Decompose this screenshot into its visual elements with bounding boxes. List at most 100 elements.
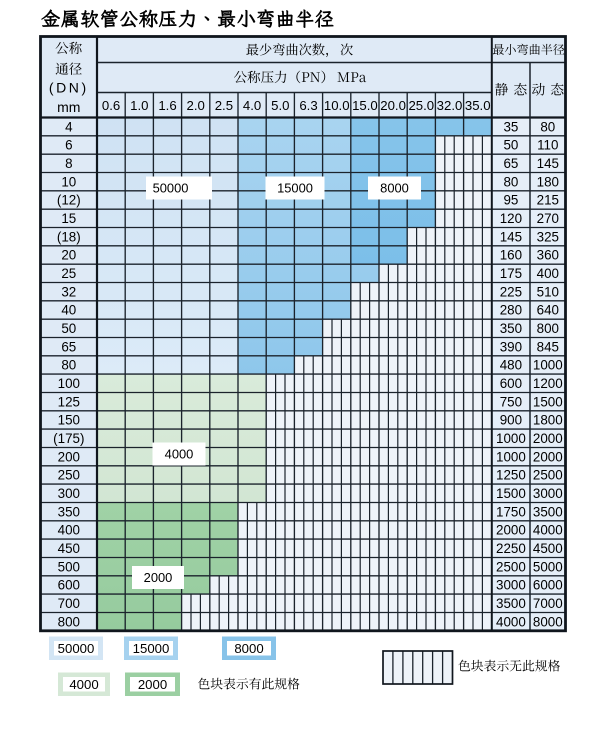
svg-text:120: 120 <box>500 211 522 226</box>
svg-text:900: 900 <box>500 413 522 428</box>
svg-text:6000: 6000 <box>533 578 563 593</box>
svg-text:2000: 2000 <box>533 449 563 464</box>
svg-text:1800: 1800 <box>533 413 563 428</box>
svg-text:50: 50 <box>61 321 76 336</box>
svg-text:6.3: 6.3 <box>299 98 317 113</box>
svg-text:7000: 7000 <box>533 596 563 611</box>
svg-text:600: 600 <box>58 578 80 593</box>
svg-text:4: 4 <box>65 119 73 134</box>
svg-text:(DN): (DN) <box>49 80 89 96</box>
svg-text:65: 65 <box>503 156 518 171</box>
svg-text:250: 250 <box>58 468 80 483</box>
svg-text:4000: 4000 <box>496 614 526 629</box>
svg-text:0.6: 0.6 <box>102 98 120 113</box>
svg-text:3500: 3500 <box>496 596 526 611</box>
svg-text:2000: 2000 <box>138 677 167 692</box>
svg-text:25: 25 <box>61 266 76 281</box>
svg-text:8000: 8000 <box>380 181 409 196</box>
svg-text:2250: 2250 <box>496 541 526 556</box>
svg-text:5.0: 5.0 <box>271 98 289 113</box>
svg-text:145: 145 <box>537 156 559 171</box>
svg-text:180: 180 <box>537 174 559 189</box>
svg-text:50000: 50000 <box>58 641 95 656</box>
svg-text:2000: 2000 <box>496 523 526 538</box>
svg-text:400: 400 <box>58 523 80 538</box>
svg-text:40: 40 <box>61 303 76 318</box>
svg-text:800: 800 <box>58 614 80 629</box>
svg-text:450: 450 <box>58 541 80 556</box>
svg-text:845: 845 <box>537 339 559 354</box>
svg-text:80: 80 <box>503 174 518 189</box>
svg-text:175: 175 <box>500 266 522 281</box>
svg-text:215: 215 <box>537 193 559 208</box>
svg-text:2000: 2000 <box>533 431 563 446</box>
svg-text:1250: 1250 <box>496 468 526 483</box>
svg-text:750: 750 <box>500 394 522 409</box>
svg-text:80: 80 <box>61 358 76 373</box>
svg-text:8000: 8000 <box>234 641 263 656</box>
svg-text:5000: 5000 <box>533 559 563 574</box>
svg-text:2.5: 2.5 <box>215 98 233 113</box>
svg-text:(175): (175) <box>53 431 84 446</box>
svg-text:600: 600 <box>500 376 522 391</box>
svg-text:2.0: 2.0 <box>187 98 205 113</box>
svg-text:500: 500 <box>58 559 80 574</box>
svg-text:100: 100 <box>58 376 80 391</box>
svg-text:400: 400 <box>537 266 559 281</box>
svg-text:15: 15 <box>61 211 76 226</box>
svg-text:4000: 4000 <box>69 677 98 692</box>
svg-text:10.0: 10.0 <box>324 98 350 113</box>
svg-text:110: 110 <box>537 138 558 153</box>
svg-text:25.0: 25.0 <box>408 98 434 113</box>
svg-text:4000: 4000 <box>165 447 194 462</box>
svg-text:50000: 50000 <box>153 181 189 196</box>
svg-text:50: 50 <box>503 138 518 153</box>
svg-text:2500: 2500 <box>496 559 526 574</box>
svg-text:2000: 2000 <box>144 570 173 585</box>
svg-text:1000: 1000 <box>496 431 526 446</box>
svg-text:32.0: 32.0 <box>437 98 463 113</box>
svg-text:510: 510 <box>537 284 559 299</box>
svg-text:20: 20 <box>61 248 76 263</box>
svg-text:8000: 8000 <box>533 614 563 629</box>
svg-text:4.0: 4.0 <box>243 98 261 113</box>
svg-text:20.0: 20.0 <box>380 98 406 113</box>
svg-text:32: 32 <box>61 284 76 299</box>
svg-text:6: 6 <box>65 138 72 153</box>
svg-text:325: 325 <box>537 229 559 244</box>
svg-text:125: 125 <box>58 394 80 409</box>
svg-text:1500: 1500 <box>496 486 526 501</box>
svg-text:350: 350 <box>58 504 80 519</box>
svg-text:15.0: 15.0 <box>352 98 378 113</box>
svg-text:1500: 1500 <box>533 394 563 409</box>
svg-text:1000: 1000 <box>496 449 526 464</box>
svg-text:(18): (18) <box>57 229 81 244</box>
svg-text:280: 280 <box>500 303 522 318</box>
svg-text:8: 8 <box>65 156 72 171</box>
svg-text:700: 700 <box>58 596 80 611</box>
svg-text:15000: 15000 <box>133 641 170 656</box>
svg-text:640: 640 <box>537 303 559 318</box>
svg-text:160: 160 <box>500 248 522 263</box>
svg-text:1.0: 1.0 <box>130 98 148 113</box>
svg-text:3000: 3000 <box>496 578 526 593</box>
svg-text:(12): (12) <box>57 193 81 208</box>
svg-text:35: 35 <box>503 119 518 134</box>
svg-text:1200: 1200 <box>533 376 563 391</box>
svg-text:mm: mm <box>57 99 80 115</box>
svg-text:4000: 4000 <box>533 523 563 538</box>
svg-text:350: 350 <box>500 321 522 336</box>
svg-text:10: 10 <box>61 174 76 189</box>
svg-text:80: 80 <box>540 119 555 134</box>
svg-text:3000: 3000 <box>533 486 563 501</box>
svg-text:95: 95 <box>503 193 518 208</box>
svg-text:65: 65 <box>61 339 76 354</box>
svg-text:1.6: 1.6 <box>158 98 176 113</box>
svg-text:150: 150 <box>58 413 80 428</box>
svg-text:480: 480 <box>500 358 522 373</box>
svg-text:35.0: 35.0 <box>465 98 491 113</box>
svg-text:1750: 1750 <box>496 504 526 519</box>
svg-text:4500: 4500 <box>533 541 563 556</box>
svg-text:145: 145 <box>500 229 522 244</box>
svg-text:15000: 15000 <box>277 181 313 196</box>
